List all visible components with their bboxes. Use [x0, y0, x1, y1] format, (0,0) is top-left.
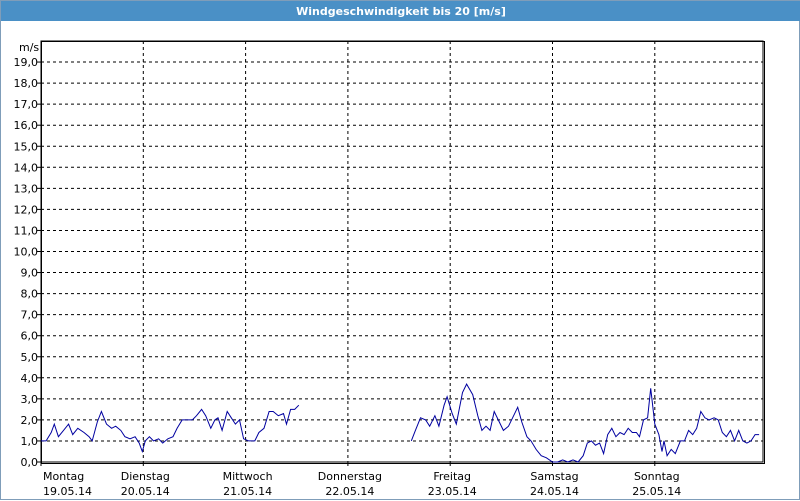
y-tick-label: 5,0 — [21, 351, 39, 364]
x-tick-date-label: 24.05.14 — [530, 485, 579, 498]
plot-area — [41, 41, 765, 464]
y-tick-label: 4,0 — [21, 372, 39, 385]
y-tick-label: 17,0 — [14, 98, 39, 111]
x-tick-day-label: Donnerstag — [318, 470, 382, 483]
x-tick-day-label: Sonntag — [634, 470, 680, 483]
x-tick-day-label: Dienstag — [121, 470, 170, 483]
y-tick-label: 6,0 — [21, 330, 39, 343]
x-tick-date-label: 25.05.14 — [632, 485, 681, 498]
y-tick-label: 18,0 — [14, 77, 39, 90]
x-tick-day-label: Freitag — [433, 470, 471, 483]
x-tick-day-label: Samstag — [530, 470, 578, 483]
series-line-segment — [410, 383, 760, 463]
y-tick-label: 15,0 — [14, 140, 39, 153]
y-tick-label: 0,0 — [21, 456, 39, 469]
y-tick-label: 13,0 — [14, 182, 39, 195]
x-tick-date-label: 21.05.14 — [223, 485, 272, 498]
y-tick-label: 11,0 — [14, 224, 39, 237]
x-tick-date-label: 20.05.14 — [121, 485, 170, 498]
y-tick-label: 9,0 — [21, 267, 39, 280]
x-tick-date-label: 23.05.14 — [428, 485, 477, 498]
y-tick-label: 1,0 — [21, 435, 39, 448]
x-tick-day-label: Mittwoch — [223, 470, 273, 483]
y-tick-label: 3,0 — [21, 393, 39, 406]
plot-border — [40, 40, 764, 463]
y-tick-label: 19,0 — [14, 56, 39, 69]
x-tick-day-label: Montag — [43, 470, 84, 483]
y-tick-label: 16,0 — [14, 119, 39, 132]
y-axis-unit-label: m/s — [19, 41, 39, 54]
x-tick-date-label: 19.05.14 — [43, 485, 92, 498]
y-tick-label: 14,0 — [14, 161, 39, 174]
chart-title: Windgeschwindigkeit bis 20 [m/s] — [1, 1, 800, 21]
y-tick-label: 10,0 — [14, 246, 39, 259]
x-tick-date-label: 22.05.14 — [325, 485, 374, 498]
y-tick-label: 7,0 — [21, 309, 39, 322]
y-tick-label: 2,0 — [21, 414, 39, 427]
series-line-segment — [41, 404, 300, 454]
y-tick-label: 12,0 — [14, 203, 39, 216]
y-tick-label: 8,0 — [21, 288, 39, 301]
